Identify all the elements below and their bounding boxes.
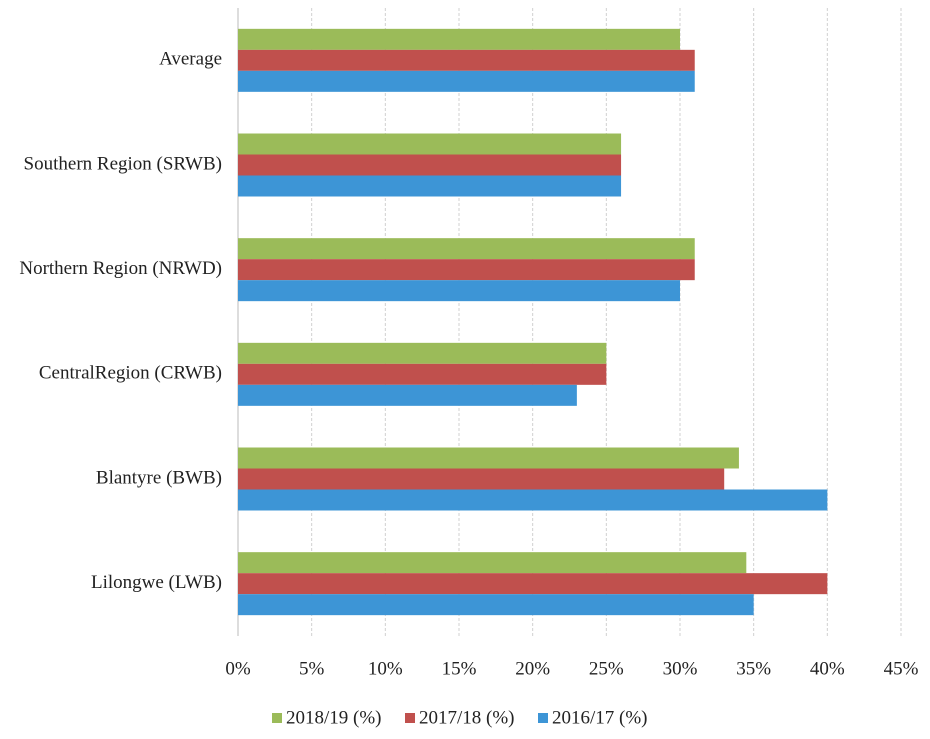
bar (238, 573, 828, 595)
y-tick-label: Blantyre (BWB) (96, 467, 222, 488)
bar (238, 70, 695, 92)
bar (238, 259, 695, 281)
bar (238, 552, 747, 574)
y-tick-label: CentralRegion (CRWB) (39, 363, 222, 384)
legend-label: 2017/18 (%) (419, 707, 515, 728)
y-tick-label: Average (159, 49, 222, 70)
bar (238, 280, 680, 302)
x-tick-label: 35% (736, 658, 771, 679)
bar (238, 489, 828, 511)
legend-label: 2018/19 (%) (286, 707, 382, 728)
bar (238, 175, 622, 197)
bar (238, 133, 622, 155)
x-tick-label: 45% (884, 658, 919, 679)
legend-swatch (272, 713, 282, 723)
bar (238, 594, 754, 616)
bar (238, 238, 695, 260)
legend-label: 2016/17 (%) (552, 707, 648, 728)
bar (238, 28, 680, 50)
x-tick-label: 5% (299, 658, 325, 679)
y-tick-label: Lilongwe (LWB) (91, 572, 222, 593)
legend-swatch (538, 713, 548, 723)
x-tick-label: 30% (663, 658, 698, 679)
x-tick-label: 0% (225, 658, 251, 679)
x-tick-label: 20% (515, 658, 550, 679)
bar (238, 384, 577, 406)
bar (238, 363, 607, 385)
bar (238, 447, 739, 469)
legend-swatch (405, 713, 415, 723)
x-tick-label: 40% (810, 658, 845, 679)
x-tick-label: 15% (442, 658, 477, 679)
y-tick-label: Southern Region (SRWB) (24, 153, 222, 174)
bar (238, 49, 695, 71)
bar (238, 154, 622, 176)
y-tick-label: Northern Region (NRWD) (19, 258, 222, 279)
bar (238, 468, 725, 490)
bar (238, 342, 607, 364)
x-tick-label: 10% (368, 658, 403, 679)
x-tick-label: 25% (589, 658, 624, 679)
